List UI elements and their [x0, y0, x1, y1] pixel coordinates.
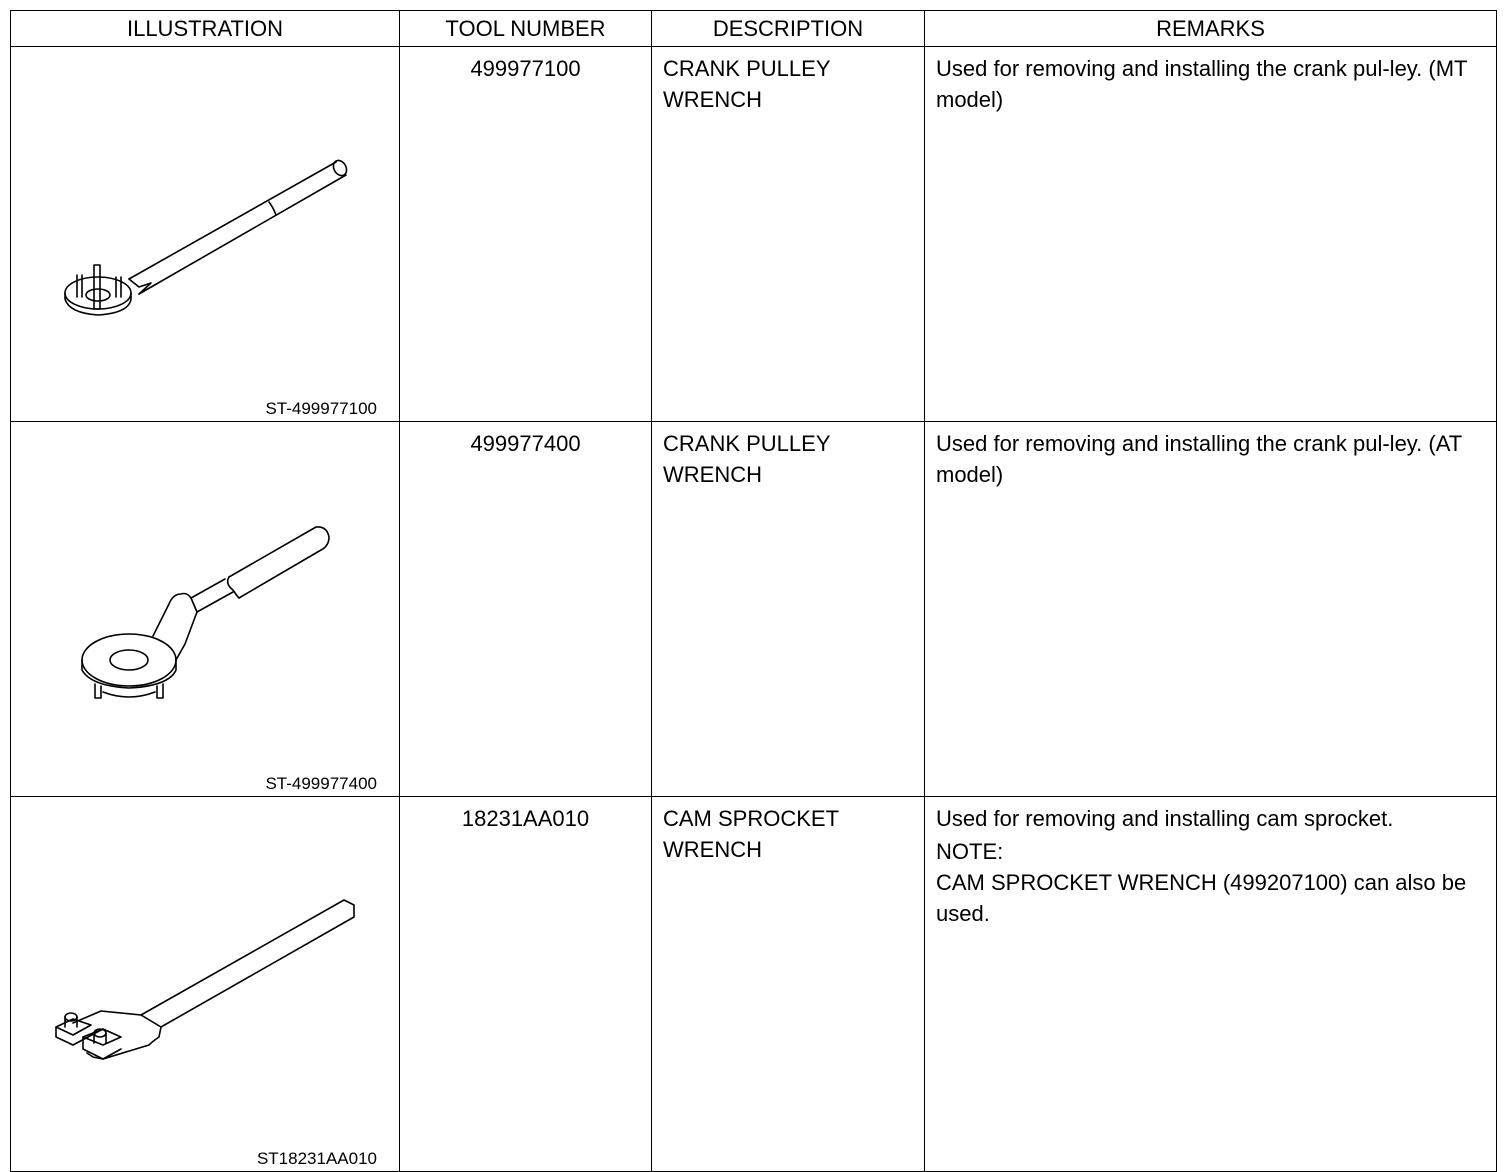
illustration-caption: ST-499977100 — [265, 399, 377, 418]
remarks: Used for removing and installing cam spr… — [936, 806, 1394, 831]
remarks: Used for removing and installing the cra… — [924, 46, 1497, 422]
illustration-cell: ST-499977100 — [10, 46, 400, 422]
remarks-cell: Used for removing and installing cam spr… — [924, 796, 1497, 1172]
illustration-caption: ST18231AA010 — [256, 1149, 377, 1168]
header-tool-number: TOOL NUMBER — [399, 10, 652, 47]
description: CRANK PULLEY WRENCH — [651, 421, 925, 797]
tool-number: 499977400 — [399, 421, 652, 797]
tool-number: 499977100 — [399, 46, 652, 422]
crank-pulley-wrench-at-icon — [81, 526, 330, 699]
illustration-cell: ST-499977400 — [10, 421, 400, 797]
description: CRANK PULLEY WRENCH — [651, 46, 925, 422]
tool-number: 18231AA010 — [399, 796, 652, 1172]
note-label: NOTE: — [936, 839, 1004, 864]
table-row: ST18231AA010 18231AA010 CAM SPROCKET WRE… — [10, 796, 1497, 1172]
crank-pulley-wrench-mt-icon — [64, 159, 348, 316]
special-tools-table: ILLUSTRATION TOOL NUMBER DESCRIPTION REM… — [10, 10, 1497, 1172]
table-row: ST-499977400 499977400 CRANK PULLEY WREN… — [10, 421, 1497, 797]
header-row: ILLUSTRATION TOOL NUMBER DESCRIPTION REM… — [10, 10, 1497, 47]
illustration-caption: ST-499977400 — [265, 774, 377, 793]
note-text: CAM SPROCKET WRENCH (499207100) can also… — [936, 870, 1467, 926]
header-description: DESCRIPTION — [651, 10, 925, 47]
header-remarks: REMARKS — [924, 10, 1497, 47]
remarks: Used for removing and installing the cra… — [924, 421, 1497, 797]
illustration-cell: ST18231AA010 — [10, 796, 400, 1172]
description: CAM SPROCKET WRENCH — [651, 796, 925, 1172]
cam-sprocket-wrench-icon — [55, 899, 355, 1060]
header-illustration: ILLUSTRATION — [10, 10, 400, 47]
table-row: ST-499977100 499977100 CRANK PULLEY WREN… — [10, 46, 1497, 422]
